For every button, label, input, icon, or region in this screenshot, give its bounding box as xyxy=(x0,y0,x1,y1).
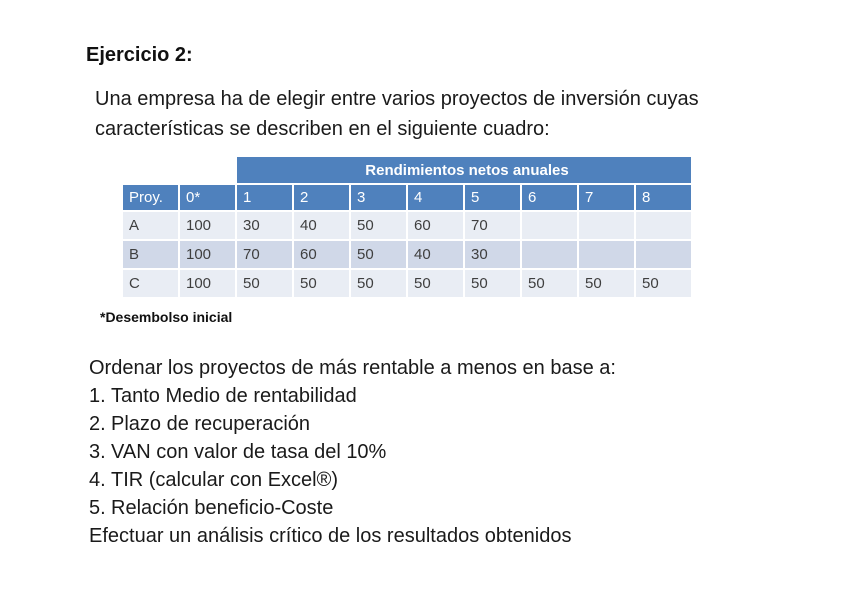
table-cell: 30 xyxy=(463,239,522,270)
merged-header-row: Rendimientos netos anuales xyxy=(121,155,693,185)
table-cell: 50 xyxy=(349,210,408,241)
table-cell: 70 xyxy=(463,210,522,241)
table-merged-header: Rendimientos netos anuales xyxy=(235,155,693,185)
task-block: Ordenar los proyectos de más rentable a … xyxy=(89,354,616,550)
column-header-6: 6 xyxy=(520,183,579,212)
column-header-2: 2 xyxy=(292,183,351,212)
table-cell xyxy=(577,239,636,270)
list-item: 4. TIR (calcular con Excel®) xyxy=(89,466,616,494)
table-cell: 100 xyxy=(178,239,237,270)
list-item: 2. Plazo de recuperación xyxy=(89,410,616,438)
list-item: 1. Tanto Medio de rentabilidad xyxy=(89,382,616,410)
list-item-text: Tanto Medio de rentabilidad xyxy=(111,385,357,407)
column-header-row: Proy. 0* 1 2 3 4 5 6 7 8 xyxy=(121,183,693,212)
table-cell: 50 xyxy=(463,268,522,299)
column-header-0: 0* xyxy=(178,183,237,212)
task-intro: Ordenar los proyectos de más rentable a … xyxy=(89,357,616,379)
table-row-b: B 100 70 60 50 40 30 xyxy=(121,239,693,270)
table-cell: 50 xyxy=(235,268,294,299)
table-cell: 70 xyxy=(235,239,294,270)
table-cell: 100 xyxy=(178,268,237,299)
table-cell: 30 xyxy=(235,210,294,241)
intro-line-2: características se describen en el sigui… xyxy=(95,118,550,140)
column-header-proy: Proy. xyxy=(121,183,180,212)
table-cell: 50 xyxy=(577,268,636,299)
list-item-number: 3. xyxy=(89,441,106,463)
task-outro: Efectuar un análisis crítico de los resu… xyxy=(89,525,572,547)
table-cell: 40 xyxy=(292,210,351,241)
list-item: 3. VAN con valor de tasa del 10% xyxy=(89,438,616,466)
header-spacer-cell xyxy=(121,155,237,185)
column-header-7: 7 xyxy=(577,183,636,212)
column-header-1: 1 xyxy=(235,183,294,212)
table-row-a: A 100 30 40 50 60 70 xyxy=(121,210,693,241)
table-cell xyxy=(634,239,693,270)
row-label: A xyxy=(121,210,180,241)
list-item-number: 2. xyxy=(89,413,106,435)
table-cell xyxy=(577,210,636,241)
list-item-number: 5. xyxy=(89,497,106,519)
table-cell: 100 xyxy=(178,210,237,241)
list-item-number: 1. xyxy=(89,385,106,407)
list-item-text: Plazo de recuperación xyxy=(111,413,311,435)
table-cell: 60 xyxy=(406,210,465,241)
projects-table-container: Rendimientos netos anuales Proy. 0* 1 2 … xyxy=(121,155,693,299)
list-item-text: VAN con valor de tasa del 10% xyxy=(111,441,387,463)
table-cell: 50 xyxy=(520,268,579,299)
intro-line-1: Una empresa ha de elegir entre varios pr… xyxy=(95,88,699,110)
list-item-text: Relación beneficio-Coste xyxy=(111,497,334,519)
table-cell: 50 xyxy=(349,268,408,299)
table-cell xyxy=(520,239,579,270)
table-cell xyxy=(634,210,693,241)
table-cell: 60 xyxy=(292,239,351,270)
table-footnote: *Desembolso inicial xyxy=(100,309,233,325)
row-label: C xyxy=(121,268,180,299)
column-header-3: 3 xyxy=(349,183,408,212)
row-label: B xyxy=(121,239,180,270)
intro-paragraph: Una empresa ha de elegir entre varios pr… xyxy=(95,84,699,144)
table-cell: 40 xyxy=(406,239,465,270)
list-item-number: 4. xyxy=(89,469,106,491)
table-cell xyxy=(520,210,579,241)
list-item: 5. Relación beneficio-Coste xyxy=(89,494,616,522)
table-cell: 50 xyxy=(349,239,408,270)
table-cell: 50 xyxy=(406,268,465,299)
column-header-8: 8 xyxy=(634,183,693,212)
list-item-text: TIR (calcular con Excel®) xyxy=(111,469,339,491)
table-row-c: C 100 50 50 50 50 50 50 50 50 xyxy=(121,268,693,299)
column-header-5: 5 xyxy=(463,183,522,212)
table-cell: 50 xyxy=(634,268,693,299)
column-header-4: 4 xyxy=(406,183,465,212)
projects-table: Rendimientos netos anuales Proy. 0* 1 2 … xyxy=(121,155,693,299)
page-title: Ejercicio 2: xyxy=(86,44,193,66)
table-cell: 50 xyxy=(292,268,351,299)
